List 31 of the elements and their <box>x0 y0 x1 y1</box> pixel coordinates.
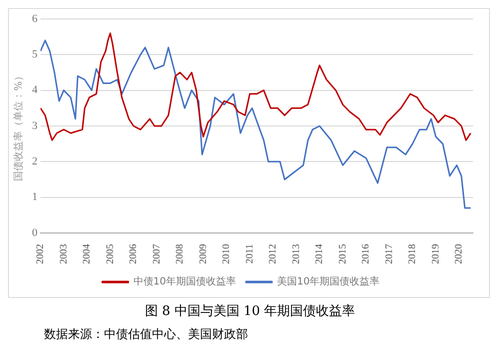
x-tick-label: 2004 <box>82 244 93 264</box>
y-axis-title: 国债收益率（单位：%） <box>12 71 25 181</box>
y-tick-label: 0 <box>32 226 38 239</box>
y-tick-label: 4 <box>32 84 38 96</box>
x-tick-label: 2005 <box>104 244 116 264</box>
x-tick-label: 2009 <box>198 244 209 264</box>
x-tick-label: 2019 <box>430 244 442 264</box>
x-tick-label: 2011 <box>244 244 256 264</box>
x-tick-label: 2016 <box>360 244 372 264</box>
y-tick-label: 2 <box>32 156 38 168</box>
x-tick-label: 2003 <box>58 244 70 264</box>
x-tick-label: 2007 <box>151 244 162 264</box>
y-tick-label: 6 <box>32 12 38 25</box>
x-tick-label: 2010 <box>221 244 232 264</box>
y-tick-label: 1 <box>32 191 38 204</box>
x-tick-label: 2014 <box>314 244 326 264</box>
y-tick-label: 5 <box>32 48 38 61</box>
legend-label: 美国10年期国债收益率 <box>277 276 380 288</box>
x-tick-label: 2020 <box>454 244 465 264</box>
x-tick-label: 2013 <box>290 244 302 264</box>
x-tick-label: 2017 <box>384 244 395 264</box>
y-tick-label: 3 <box>32 120 38 132</box>
x-tick-label: 2015 <box>337 244 348 264</box>
x-tick-label: 2008 <box>174 244 186 264</box>
legend-label: 中债10年期国债收益率 <box>133 276 236 288</box>
x-tick-label: 2002 <box>35 244 46 264</box>
source-note: 数据来源：中债估值中心、美国财政部 <box>44 326 249 343</box>
x-tick-label: 2006 <box>128 244 140 264</box>
x-tick-label: 2012 <box>268 244 279 264</box>
text: 图 8 中国与美国 10 年期国债收益率 <box>144 303 356 320</box>
x-tick-label: 2018 <box>407 244 418 264</box>
